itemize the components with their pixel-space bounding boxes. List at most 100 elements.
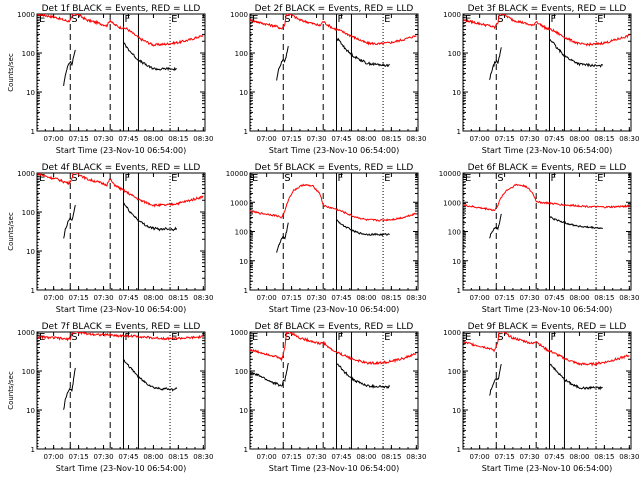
y-tick-label: 1 — [244, 128, 248, 136]
marker-label: S — [71, 173, 77, 184]
y-tick-label: 100 — [235, 50, 248, 58]
x-tick-label: 07:45 — [118, 135, 138, 143]
lld-series-line — [463, 332, 630, 367]
y-tick-label: 10 — [26, 89, 35, 97]
marker-label: S — [284, 173, 290, 184]
y-tick-label: 1000 — [230, 11, 248, 19]
panel-title: Det 3f BLACK = Events, RED = LLD — [468, 4, 627, 14]
y-tick-label: 1 — [457, 287, 461, 295]
detector-panel-5: Det 5f BLACK = Events, RED = LLD Start Ti… — [226, 163, 427, 314]
marker-label: E — [384, 14, 390, 25]
x-axis-label: Start Time (23-Nov-10 06:54:00) — [482, 464, 612, 473]
panel-title: Det 1f BLACK = Events, RED = LLD — [42, 4, 201, 14]
x-tick-label: 07:15 — [68, 135, 88, 143]
x-axis-label: Start Time (23-Nov-10 06:54:00) — [269, 464, 399, 473]
events-series-line — [489, 38, 604, 81]
x-tick-label: 07:00 — [470, 453, 490, 461]
events-series-line — [276, 37, 390, 81]
x-axis-label: Start Time (23-Nov-10 06:54:00) — [269, 146, 399, 155]
y-tick-label: 1000 — [17, 11, 35, 19]
panel-title: Det 6f BLACK = Events, RED = LLD — [468, 163, 627, 173]
events-series-line — [489, 213, 604, 239]
y-tick-label: 1 — [31, 287, 35, 295]
x-axis-label: Start Time (23-Nov-10 06:54:00) — [269, 305, 399, 314]
x-tick-label: 07:15 — [281, 453, 301, 461]
marker-label: F — [337, 332, 343, 343]
panel-title: Det 8f BLACK = Events, RED = LLD — [255, 322, 414, 332]
x-tick-label: 07:15 — [494, 453, 514, 461]
x-tick-label: 08:15 — [594, 294, 614, 302]
x-tick-label: 08:00 — [569, 453, 589, 461]
marker-label: E — [39, 173, 45, 184]
events-series-line — [63, 202, 178, 239]
x-axis-label: Start Time (23-Nov-10 06:54:00) — [56, 464, 186, 473]
panel-title: Det 5f BLACK = Events, RED = LLD — [255, 163, 414, 173]
marker-label: E — [39, 14, 45, 25]
y-tick-label: 10000 — [439, 170, 461, 178]
y-tick-label: 10 — [26, 407, 35, 415]
x-tick-label: 07:00 — [257, 135, 277, 143]
plot-frame — [462, 172, 632, 291]
panel-title: Det 2f BLACK = Events, RED = LLD — [255, 4, 414, 14]
x-tick-label: 07:15 — [494, 294, 514, 302]
y-tick-label: 10 — [239, 407, 248, 415]
detector-panel-2: Det 2f BLACK = Events, RED = LLD Start Ti… — [230, 4, 426, 155]
x-tick-label: 07:30 — [519, 294, 539, 302]
marker-label: F — [124, 14, 130, 25]
x-tick-label: 08:15 — [168, 294, 188, 302]
lld-series-line — [463, 183, 630, 212]
x-tick-label: 08:00 — [569, 294, 589, 302]
y-tick-label: 100 — [235, 368, 248, 376]
plot-frame — [249, 172, 419, 291]
x-tick-label: 07:00 — [257, 294, 277, 302]
x-tick-label: 07:30 — [519, 453, 539, 461]
x-tick-label: 07:45 — [331, 294, 351, 302]
marker-label: S — [497, 14, 503, 25]
lld-series-line — [463, 14, 630, 47]
x-tick-label: 07:45 — [544, 453, 564, 461]
marker-label: E — [171, 14, 177, 25]
x-tick-label: 08:30 — [619, 135, 639, 143]
events-series-line — [63, 42, 177, 86]
x-tick-label: 08:15 — [168, 453, 188, 461]
x-tick-label: 07:00 — [470, 135, 490, 143]
y-tick-label: 1000 — [443, 199, 461, 207]
y-tick-label: 100 — [448, 368, 461, 376]
x-tick-label: 08:30 — [619, 294, 639, 302]
marker-label: E — [384, 173, 390, 184]
events-series-line — [489, 362, 603, 396]
y-tick-label: 1000 — [443, 329, 461, 337]
plot-frame — [36, 172, 206, 291]
y-tick-label: 100 — [235, 229, 248, 237]
marker-label: F — [550, 332, 556, 343]
y-tick-label: 1 — [457, 446, 461, 454]
x-tick-label: 07:00 — [470, 294, 490, 302]
detector-panel-6: Det 6f BLACK = Events, RED = LLD Start Ti… — [439, 163, 640, 314]
x-tick-label: 07:45 — [118, 453, 138, 461]
x-tick-label: 07:45 — [331, 453, 351, 461]
x-axis-label: Start Time (23-Nov-10 06:54:00) — [56, 305, 186, 314]
x-tick-label: 07:45 — [331, 135, 351, 143]
y-tick-label: 10000 — [226, 170, 248, 178]
x-tick-label: 08:30 — [406, 294, 426, 302]
x-tick-label: 07:30 — [306, 453, 326, 461]
x-tick-label: 08:00 — [143, 294, 163, 302]
x-tick-label: 08:00 — [143, 135, 163, 143]
x-tick-label: 08:00 — [569, 135, 589, 143]
y-tick-label: 1000 — [443, 11, 461, 19]
events-series-line — [63, 359, 178, 410]
lld-series-line — [37, 14, 204, 47]
lld-series-line — [37, 332, 204, 342]
lld-series-line — [250, 183, 417, 222]
detector-panel-1: Det 1f BLACK = Events, RED = LLD Start Ti… — [7, 4, 213, 155]
marker-label: E — [171, 332, 177, 343]
x-axis-label: Start Time (23-Nov-10 06:54:00) — [56, 146, 186, 155]
marker-label: S — [71, 332, 77, 343]
x-tick-label: 07:15 — [281, 135, 301, 143]
marker-label: S — [497, 173, 503, 184]
plot-frame — [36, 13, 206, 132]
marker-label: E — [465, 332, 471, 343]
x-tick-label: 07:30 — [519, 135, 539, 143]
x-tick-label: 08:15 — [381, 453, 401, 461]
marker-label: E — [384, 332, 390, 343]
